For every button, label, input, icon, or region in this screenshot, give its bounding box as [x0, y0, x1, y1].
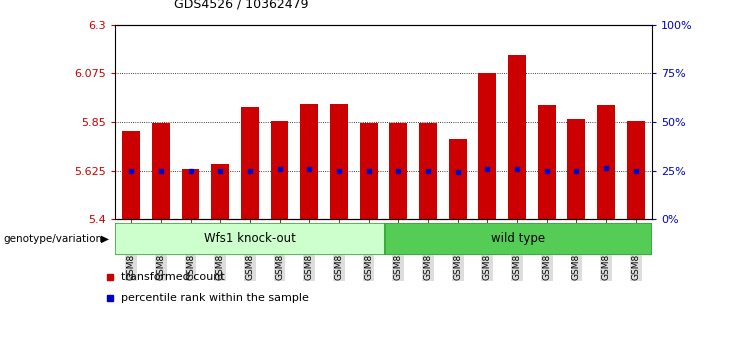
Text: transformed count: transformed count — [121, 272, 225, 282]
Bar — [330, 104, 348, 219]
Bar — [597, 105, 615, 219]
Bar — [449, 139, 467, 219]
Bar — [122, 131, 140, 219]
Text: genotype/variation: genotype/variation — [4, 234, 103, 244]
Text: Wfs1 knock-out: Wfs1 knock-out — [204, 233, 296, 245]
Bar — [479, 73, 496, 219]
Text: percentile rank within the sample: percentile rank within the sample — [121, 293, 309, 303]
Bar — [300, 104, 318, 219]
Text: ▶: ▶ — [101, 234, 109, 244]
Bar — [419, 123, 437, 219]
Bar — [627, 121, 645, 219]
Bar — [508, 55, 526, 219]
Bar — [115, 223, 385, 255]
Bar — [538, 105, 556, 219]
Bar — [152, 123, 170, 219]
Bar — [385, 223, 652, 255]
Bar — [211, 164, 229, 219]
Bar — [390, 123, 408, 219]
Text: GDS4526 / 10362479: GDS4526 / 10362479 — [174, 0, 309, 11]
Bar — [270, 121, 288, 219]
Bar — [182, 169, 199, 219]
Bar — [241, 107, 259, 219]
Bar — [359, 123, 377, 219]
Bar — [568, 119, 585, 219]
Text: wild type: wild type — [491, 233, 545, 245]
